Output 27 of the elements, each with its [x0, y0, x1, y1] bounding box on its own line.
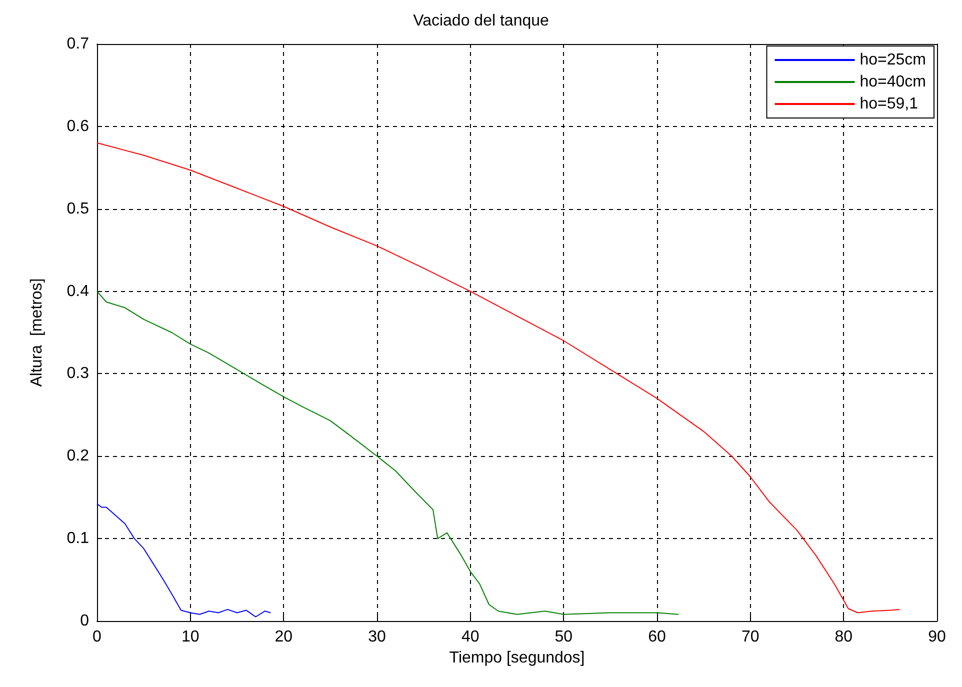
x-tick-label: 20	[274, 628, 293, 646]
x-axis-title: Tiempo [segundos]	[449, 649, 585, 666]
x-tick-label: 30	[368, 628, 386, 646]
y-tick-label: 0.2	[66, 448, 90, 465]
y-tick-label: 0.3	[66, 365, 90, 382]
x-tick-label: 60	[648, 628, 666, 646]
x-tick-label: 40	[461, 628, 480, 646]
y-tick-label: 0.5	[66, 200, 90, 218]
y-tick-label: 0.7	[66, 36, 90, 52]
legend-label: ho=40cm	[860, 74, 926, 90]
y-axis-title: Altura [metros]	[28, 278, 46, 387]
legend-label: ho=59,1	[860, 96, 918, 112]
x-tick-label: 70	[741, 628, 760, 646]
line-series	[96, 142, 900, 614]
x-tick-label: 80	[834, 628, 853, 646]
x-tick-label: 50	[554, 628, 573, 646]
x-tick-label: 90	[928, 628, 946, 646]
y-tick-label: 0.4	[66, 282, 90, 300]
line-series	[96, 290, 679, 615]
y-tick-label: 0.6	[66, 118, 90, 135]
chart-title: Vaciado del tanque	[413, 12, 550, 30]
legend-label: ho=25cm	[860, 52, 926, 68]
x-tick-label: 10	[181, 628, 200, 646]
line-series	[96, 503, 272, 618]
y-tick-label: 0.1	[66, 530, 90, 548]
x-tick-label: 0	[92, 628, 102, 646]
y-tick-label: 0	[80, 612, 90, 630]
